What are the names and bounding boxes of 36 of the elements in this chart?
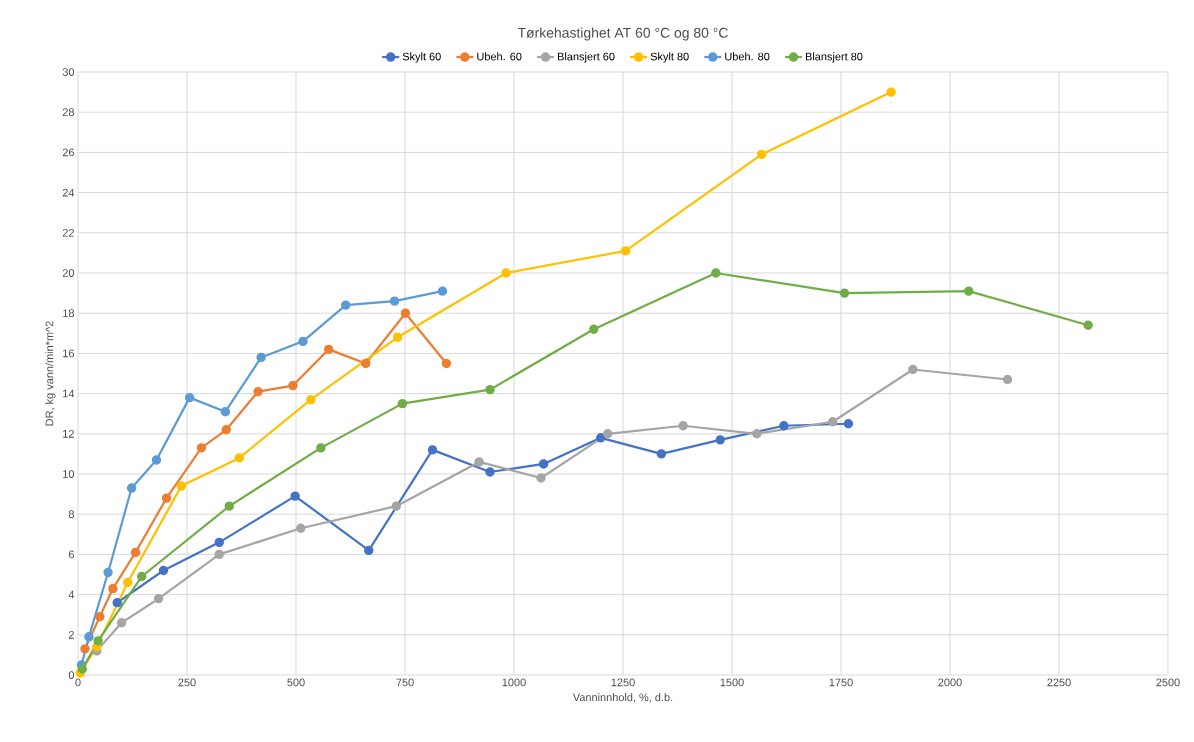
legend-label: Skylt 80 <box>650 52 689 63</box>
x-tick-label: 1000 <box>502 678 526 687</box>
y-tick-label: 2 <box>68 630 74 639</box>
x-tick-label: 1500 <box>720 678 744 687</box>
y-axis-title: DR, kg vann/min*m^2 <box>45 321 56 426</box>
x-tick-label: 750 <box>396 678 414 687</box>
legend-label: Blansjert 60 <box>558 52 615 63</box>
y-tick-label: 26 <box>62 148 74 157</box>
y-tick-label: 12 <box>63 429 74 438</box>
y-tick-label: 0 <box>68 671 75 679</box>
y-tick-label: 20 <box>62 269 75 277</box>
y-tick-label: 6 <box>68 550 74 559</box>
y-tick-label: 28 <box>62 108 74 117</box>
x-tick-label: 2500 <box>1156 678 1180 687</box>
y-tick-label: 8 <box>68 510 74 519</box>
x-tick-label: 2000 <box>938 678 962 687</box>
y-tick-label: 18 <box>63 309 74 318</box>
x-tick-label: 1750 <box>829 678 853 687</box>
y-tick-label: 14 <box>63 389 75 398</box>
x-tick-label: 0 <box>75 678 81 687</box>
chart-title: Tørkehastighet AT 60 °C og 80 °C <box>517 27 728 41</box>
y-tick-label: 10 <box>63 470 75 478</box>
y-tick-label: 24 <box>62 188 75 197</box>
x-axis-title: Vanninnhold, %, d.b. <box>572 693 673 703</box>
y-tick-label: 4 <box>68 590 75 599</box>
x-tick-label: 250 <box>178 678 196 687</box>
legend-label: Skylt 60 <box>402 52 441 63</box>
y-tick-label: 22 <box>62 228 74 237</box>
legend-label: Ubeh. 60 <box>477 52 522 61</box>
x-tick-label: 2250 <box>1047 678 1071 687</box>
legend-label: Blansjert 80 <box>805 52 863 63</box>
y-tick-label: 16 <box>63 349 74 358</box>
y-tick-label: 30 <box>62 68 75 76</box>
x-tick-label: 500 <box>287 678 305 687</box>
legend-label: Ubeh. 80 <box>725 52 770 61</box>
x-tick-label: 1250 <box>611 678 635 687</box>
